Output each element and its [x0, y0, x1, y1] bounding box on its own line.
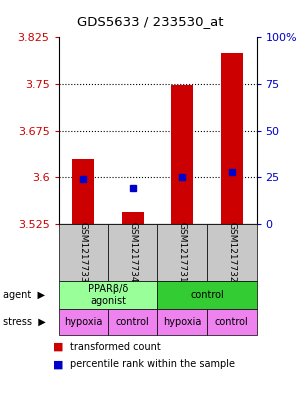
Text: GDS5633 / 233530_at: GDS5633 / 233530_at [77, 15, 223, 28]
Text: stress  ▶: stress ▶ [3, 317, 46, 327]
Text: GSM1217733: GSM1217733 [79, 222, 88, 283]
Text: hypoxia: hypoxia [64, 317, 102, 327]
Text: GSM1217734: GSM1217734 [128, 222, 137, 283]
Text: PPARβ/δ
agonist: PPARβ/δ agonist [88, 285, 128, 306]
Text: agent  ▶: agent ▶ [3, 290, 45, 300]
Text: hypoxia: hypoxia [163, 317, 201, 327]
Text: percentile rank within the sample: percentile rank within the sample [70, 359, 236, 369]
Text: GSM1217731: GSM1217731 [178, 222, 187, 283]
Text: ■: ■ [53, 359, 64, 369]
Bar [122, 211, 144, 224]
Bar [72, 159, 94, 224]
Text: control: control [116, 317, 150, 327]
Bar [171, 85, 194, 224]
Text: control: control [215, 317, 249, 327]
Text: ■: ■ [53, 342, 64, 352]
Bar [220, 53, 243, 224]
Text: GSM1217732: GSM1217732 [227, 222, 236, 283]
Text: transformed count: transformed count [70, 342, 161, 352]
Text: control: control [190, 290, 224, 300]
